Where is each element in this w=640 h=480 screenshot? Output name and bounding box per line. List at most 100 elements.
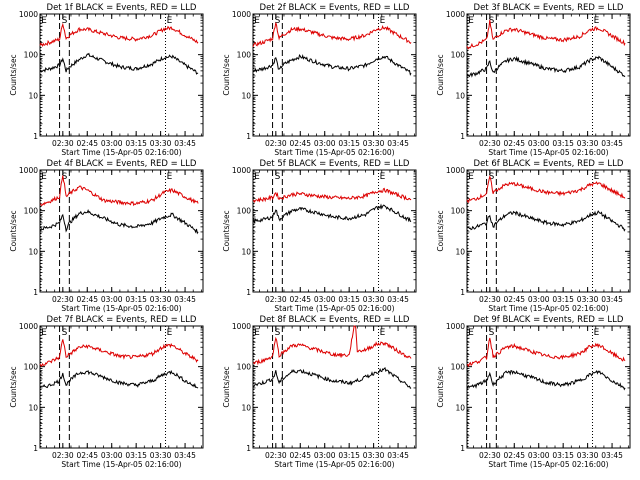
- y-tick-label: 10: [28, 91, 38, 100]
- x-tick-label: 03:15: [552, 139, 574, 148]
- y-tick-label: 10: [455, 247, 465, 256]
- series-line-events: [466, 55, 626, 78]
- marker-label: E: [380, 172, 386, 182]
- y-tick-label: 1000: [232, 166, 251, 175]
- panel-title: Det 5f BLACK = Events, RED = LLD: [260, 159, 410, 169]
- series-line-events: [252, 366, 412, 389]
- y-tick-label: 1000: [446, 322, 465, 331]
- marker-label: E: [380, 16, 386, 26]
- x-tick-label: 02:30: [265, 139, 287, 148]
- series-line-lld: [466, 337, 626, 368]
- marker-label: E: [167, 328, 173, 338]
- marker-label: E: [41, 328, 47, 338]
- y-tick-label: 10: [241, 403, 251, 412]
- panel-title: Det 1f BLACK = Events, RED = LLD: [47, 3, 197, 13]
- x-tick-label: 02:30: [265, 451, 287, 460]
- series-line-lld: [39, 175, 199, 207]
- marker-label: S: [62, 328, 68, 338]
- plot-frame: [466, 169, 631, 293]
- marker-label: E: [594, 172, 600, 182]
- y-axis-label: Counts/sec: [436, 210, 445, 251]
- marker-label: S: [489, 328, 495, 338]
- x-tick-label: 03:15: [338, 295, 360, 304]
- x-tick-label: 03:15: [552, 451, 574, 460]
- x-tick-label: 03:00: [314, 451, 336, 460]
- y-tick-label: 1: [33, 288, 38, 297]
- series-line-lld: [466, 175, 626, 203]
- y-axis-label: Counts/sec: [9, 54, 18, 95]
- y-tick-label: 100: [237, 51, 252, 60]
- y-tick-label: 1000: [19, 10, 38, 19]
- y-tick-label: 10: [455, 91, 465, 100]
- series-line-events: [39, 208, 199, 235]
- y-tick-label: 100: [237, 363, 252, 372]
- y-tick-label: 100: [24, 363, 39, 372]
- x-tick-label: 03:30: [363, 451, 385, 460]
- panel-title: Det 8f BLACK = Events, RED = LLD: [260, 315, 410, 325]
- marker-label: S: [275, 16, 281, 26]
- marker-label: E: [254, 328, 260, 338]
- marker-label: E: [254, 16, 260, 26]
- panel-det-4: Det 4f BLACK = Events, RED = LLD 1 10 100 10…: [9, 159, 204, 313]
- y-tick-label: 100: [451, 207, 466, 216]
- plot-frame: [39, 169, 204, 293]
- y-tick-label: 10: [28, 247, 38, 256]
- panel-det-2: Det 2f BLACK = Events, RED = LLD 1 10 100 10…: [222, 3, 417, 157]
- plot-frame: [39, 325, 204, 449]
- plot-frame: [252, 325, 417, 449]
- marker-label: E: [468, 16, 474, 26]
- x-tick-label: 03:45: [601, 295, 623, 304]
- y-tick-label: 1000: [19, 322, 38, 331]
- series-line-events: [39, 52, 199, 75]
- x-tick-label: 03:30: [150, 451, 172, 460]
- y-tick-label: 1: [33, 444, 38, 453]
- x-tick-label: 03:30: [150, 295, 172, 304]
- panel-det-1: Det 1f BLACK = Events, RED = LLD 1 10 100 10…: [9, 3, 204, 157]
- y-tick-label: 1: [246, 288, 251, 297]
- x-tick-label: 02:45: [503, 139, 525, 148]
- x-tick-label: 03:45: [387, 139, 409, 148]
- marker-label: E: [167, 16, 173, 26]
- x-axis-label: Start Time (15-Apr-05 02:16:00): [274, 148, 394, 157]
- plot-frame: [466, 13, 631, 137]
- x-tick-label: 03:15: [125, 295, 147, 304]
- x-tick-label: 03:00: [314, 295, 336, 304]
- x-tick-label: 02:45: [76, 295, 98, 304]
- x-axis-label: Start Time (15-Apr-05 02:16:00): [488, 148, 608, 157]
- panel-title: Det 9f BLACK = Events, RED = LLD: [474, 315, 624, 325]
- marker-label: E: [594, 16, 600, 26]
- x-tick-label: 03:15: [338, 451, 360, 460]
- y-axis-label: Counts/sec: [9, 210, 18, 251]
- series-line-events: [39, 369, 199, 389]
- panel-det-9: Det 9f BLACK = Events, RED = LLD 1 10 100 10…: [436, 315, 631, 469]
- panel-title: Det 2f BLACK = Events, RED = LLD: [260, 3, 410, 13]
- x-tick-label: 03:00: [101, 139, 123, 148]
- panel-title: Det 4f BLACK = Events, RED = LLD: [47, 159, 197, 169]
- marker-label: S: [62, 16, 68, 26]
- x-tick-label: 03:15: [125, 451, 147, 460]
- y-axis-label: Counts/sec: [436, 54, 445, 95]
- marker-label: S: [62, 172, 68, 182]
- x-tick-label: 02:45: [289, 139, 311, 148]
- x-tick-label: 02:45: [503, 295, 525, 304]
- x-tick-label: 02:30: [479, 451, 501, 460]
- x-tick-label: 03:15: [125, 139, 147, 148]
- x-tick-label: 03:45: [601, 451, 623, 460]
- x-tick-label: 02:45: [76, 451, 98, 460]
- y-tick-label: 1: [246, 132, 251, 141]
- y-axis-label: Counts/sec: [222, 210, 231, 251]
- x-tick-label: 03:15: [552, 295, 574, 304]
- x-tick-label: 03:45: [601, 139, 623, 148]
- x-tick-label: 03:45: [174, 451, 196, 460]
- x-tick-label: 03:00: [528, 139, 550, 148]
- x-axis-label: Start Time (15-Apr-05 02:16:00): [274, 460, 394, 469]
- marker-label: E: [41, 172, 47, 182]
- x-tick-label: 03:00: [101, 295, 123, 304]
- x-tick-label: 03:45: [387, 295, 409, 304]
- marker-label: E: [468, 172, 474, 182]
- y-tick-label: 1: [460, 444, 465, 453]
- panel-title: Det 7f BLACK = Events, RED = LLD: [47, 315, 197, 325]
- series-line-lld: [39, 339, 199, 368]
- y-tick-label: 100: [451, 51, 466, 60]
